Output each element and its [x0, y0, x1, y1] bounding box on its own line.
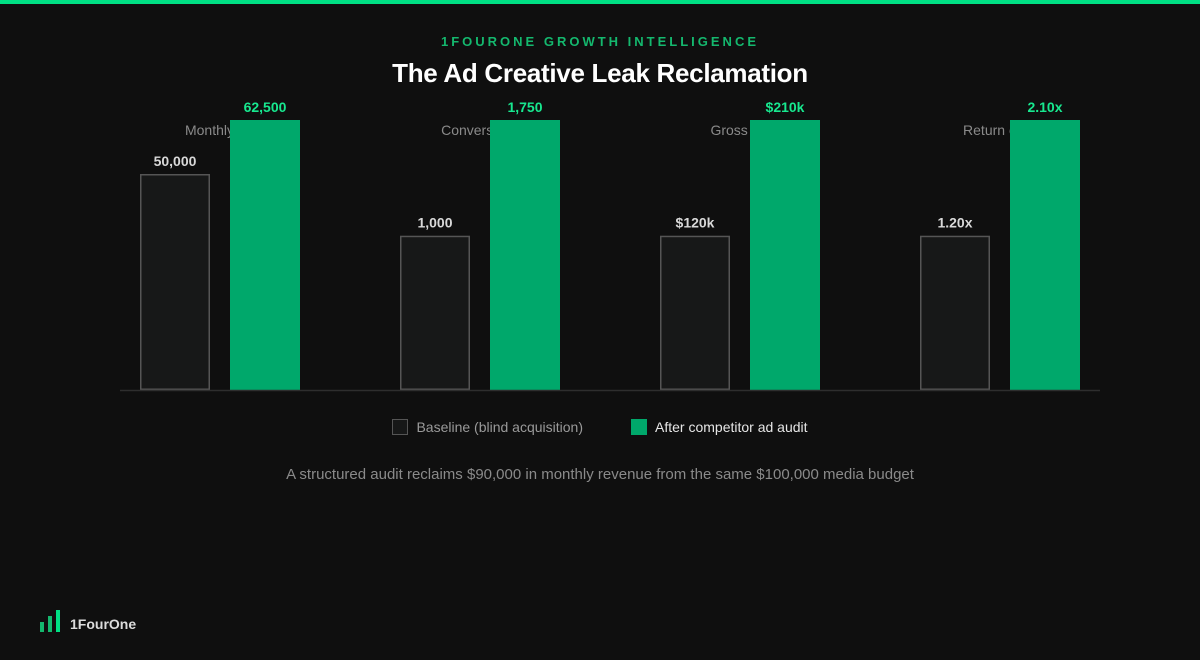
after-value-label: 62,500 — [244, 99, 287, 115]
legend-swatch-baseline — [392, 419, 409, 435]
baseline-bar — [920, 235, 990, 390]
after-bar — [750, 120, 820, 390]
baseline-value-label: 1.20x — [937, 215, 972, 231]
after-bar — [230, 120, 300, 390]
baseline-bar — [660, 235, 730, 390]
after-bar — [1010, 120, 1080, 390]
baseline-value-label: $120k — [676, 215, 715, 231]
baseline-value-label: 50,000 — [154, 153, 197, 169]
top-accent-bar — [0, 0, 1200, 4]
chart-title: The Ad Creative Leak Reclamation — [392, 58, 808, 88]
legend-swatch-after — [631, 419, 647, 435]
after-value-label: 1,750 — [507, 99, 542, 115]
after-value-label: 2.10x — [1027, 99, 1062, 115]
baseline-bar — [400, 235, 470, 390]
eyebrow-label: 1FOURONE GROWTH INTELLIGENCE — [441, 34, 759, 49]
baseline-value-label: 1,000 — [417, 215, 452, 231]
bar-chart-logo-icon — [40, 610, 60, 632]
after-bar — [490, 120, 560, 390]
legend-label-baseline: Baseline (blind acquisition) — [416, 419, 583, 435]
chart-legend: Baseline (blind acquisition) After compe… — [0, 419, 1200, 435]
brand-name: 1FourOne — [70, 616, 137, 632]
footnote: A structured audit reclaims $90,000 in m… — [286, 466, 914, 483]
brand-logo: 1FourOne — [40, 610, 136, 632]
bar-chart: Monthly Se50,00062,500Conversions1,0001,… — [120, 99, 1100, 392]
legend-item-after: After competitor ad audit — [631, 419, 808, 435]
baseline-bar — [140, 174, 210, 390]
legend-label-after: After competitor ad audit — [655, 419, 808, 435]
after-value-label: $210k — [766, 99, 805, 115]
legend-item-baseline: Baseline (blind acquisition) — [392, 419, 583, 435]
